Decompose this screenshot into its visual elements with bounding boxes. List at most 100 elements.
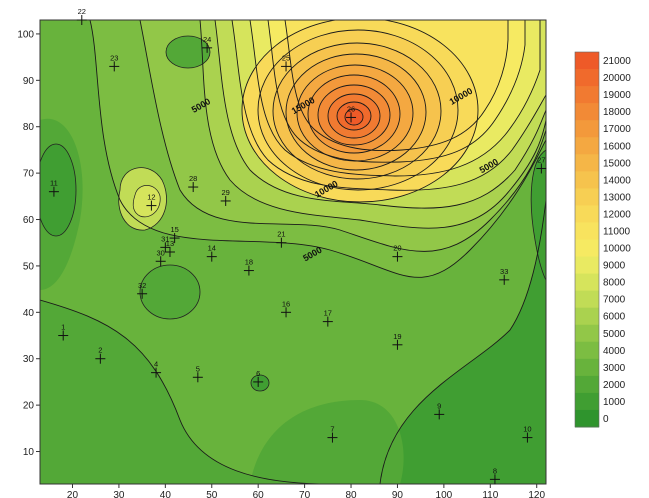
low-pocket-24	[165, 35, 211, 69]
legend-swatch	[575, 409, 599, 428]
well-marker: 33	[499, 267, 510, 285]
contour-line-18000	[327, 93, 381, 139]
legend-label: 7000	[603, 295, 626, 306]
contour-line-16000	[307, 74, 401, 154]
well-id-label: 7	[330, 425, 334, 434]
well-marker: 19	[392, 332, 403, 350]
well-id-label: 23	[110, 53, 118, 62]
contour-line-11000	[241, 20, 479, 203]
legend-label: 16000	[603, 141, 631, 152]
well-id-label: 12	[147, 193, 155, 202]
well-marker: 13	[164, 239, 175, 257]
well-id-label: 8	[493, 466, 497, 475]
well-id-label: 29	[222, 188, 230, 197]
legend-swatch	[575, 341, 599, 360]
well-marker: 5	[192, 364, 203, 383]
legend-label: 21000	[603, 56, 631, 67]
legend: 2100020000190001800017000160001500014000…	[574, 51, 631, 428]
well-id-label: 14	[208, 244, 216, 253]
contour-line-3000	[89, 20, 546, 278]
legend-swatch	[575, 154, 599, 172]
contour-line-12000	[257, 29, 459, 191]
plot-frame	[39, 19, 547, 485]
y-tick-label: 20	[23, 401, 35, 412]
well-id-label: 5	[196, 364, 200, 373]
legend-swatch	[575, 205, 599, 223]
well-id-label: 13	[166, 239, 174, 248]
well-marker: 14	[206, 244, 217, 262]
y-axis: 10 20 30 40 50 60 70 80 90 100	[17, 29, 40, 458]
legend-label: 10000	[603, 244, 631, 255]
legend-swatch	[575, 324, 599, 343]
well-id-label: 24	[203, 35, 211, 44]
well-marker: 16	[281, 299, 292, 318]
well-id-label: 18	[245, 258, 253, 267]
contour-line-15000	[296, 64, 414, 162]
well-marker: 27	[536, 155, 547, 174]
legend-swatch	[575, 307, 599, 326]
y-tick-label: 70	[23, 169, 35, 180]
x-tick-label: 60	[253, 490, 265, 498]
well-id-label: 2	[98, 346, 102, 355]
legend-label: 2000	[603, 380, 626, 391]
well-id-label: 6	[256, 369, 260, 378]
legend-swatch	[575, 86, 599, 104]
well-marker: 1	[58, 323, 69, 341]
legend-frame	[574, 51, 600, 428]
legend-swatch	[575, 120, 599, 138]
well-marker: 6	[253, 369, 264, 387]
well-id-label: 17	[324, 309, 332, 318]
legend-swatch	[575, 188, 599, 206]
low-region-south-center	[250, 400, 404, 484]
well-marker: 8	[489, 466, 500, 485]
y-tick-label: 10	[23, 447, 35, 458]
well-marker: 24	[202, 35, 213, 53]
legend-swatch	[575, 171, 599, 189]
contour-line-17000	[317, 84, 391, 146]
low-pocket-32	[139, 264, 201, 320]
well-id-label: 25	[282, 53, 290, 62]
legend-label: 18000	[603, 107, 631, 118]
legend-label: 4000	[603, 346, 626, 357]
legend-swatch	[575, 290, 599, 309]
well-id-label: 10	[523, 425, 531, 434]
well-marker: 17	[322, 309, 333, 327]
well-marker: 4	[151, 360, 162, 378]
well-marker: 21	[276, 230, 287, 248]
well-id-label: 16	[282, 299, 290, 308]
well-id-label: 22	[78, 7, 86, 16]
legend-label: 14000	[603, 175, 631, 186]
well-marker: 26	[346, 104, 357, 123]
well-id-label: 26	[347, 104, 355, 113]
contour-line-20000	[344, 108, 364, 126]
legend-label: 19000	[603, 90, 631, 101]
legend-swatch	[575, 375, 599, 394]
legend-swatch	[575, 222, 599, 240]
low-pocket-11	[40, 143, 77, 237]
legend-label: 11000	[603, 226, 631, 237]
low-pocket-east	[530, 149, 546, 281]
well-marker: 29	[220, 188, 231, 206]
well-marker: 18	[243, 258, 254, 276]
well-id-label: 1	[61, 323, 65, 332]
contour-line-4000	[139, 20, 546, 252]
low-region-southeast	[380, 200, 546, 484]
legend-swatch	[575, 392, 599, 411]
y-tick-label: 100	[17, 29, 34, 40]
well-markers: 1245678910111213141516171819202122232425…	[48, 7, 547, 485]
x-tick-label: 40	[160, 490, 172, 498]
contour-line-5000	[199, 20, 546, 229]
well-id-label: 11	[50, 179, 58, 188]
well-marker: 20	[392, 244, 403, 262]
well-marker: 25	[281, 53, 292, 72]
legend-label: 20000	[603, 73, 631, 84]
x-tick-label: 100	[436, 490, 453, 498]
well-id-label: 32	[138, 281, 146, 290]
x-tick-label: 50	[206, 490, 218, 498]
legend-label: 0	[603, 414, 609, 425]
legend-swatch	[575, 273, 599, 292]
y-tick-label: 40	[23, 308, 35, 319]
legend-label: 3000	[603, 363, 626, 374]
legend-label: 5000	[603, 329, 626, 340]
